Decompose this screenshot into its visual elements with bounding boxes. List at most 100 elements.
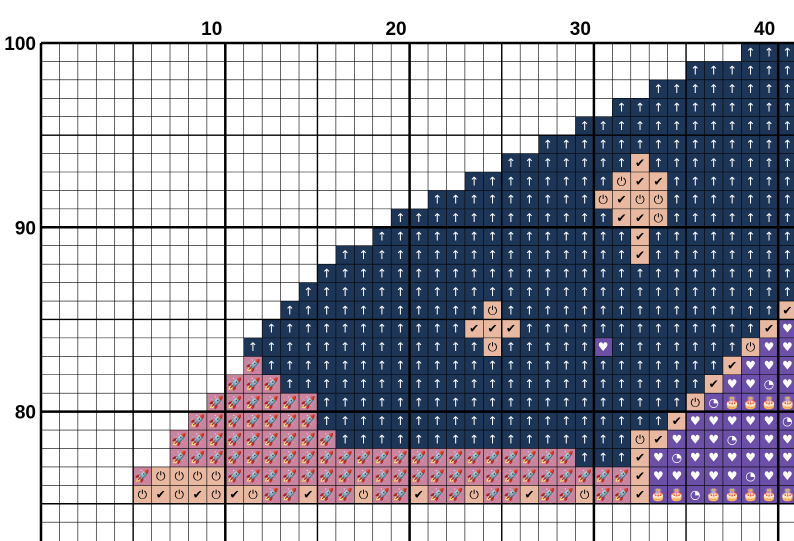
arrow-up-icon: ↑ bbox=[469, 303, 479, 317]
rocket-icon: 🚀 bbox=[264, 432, 279, 446]
stitch-cell: ↑ bbox=[722, 337, 742, 357]
arrow-up-icon: ↑ bbox=[617, 285, 627, 299]
stitch-cell: ↑ bbox=[741, 79, 760, 99]
stitch-cell: ◔ bbox=[722, 430, 742, 449]
check-icon: ✔ bbox=[414, 488, 424, 502]
stitch-cell: ↑ bbox=[446, 190, 465, 209]
stitch-cell: 🚀 bbox=[593, 485, 613, 504]
stitch-cell: ↑ bbox=[520, 393, 539, 412]
stitch-cell: ↑ bbox=[686, 301, 705, 320]
arrow-up-icon: ↑ bbox=[617, 432, 627, 446]
stitch-cell: ↑ bbox=[354, 301, 373, 320]
stitch-cell: ↑ bbox=[538, 337, 558, 357]
heart-icon: ♥ bbox=[764, 432, 775, 446]
rocket-icon: 🚀 bbox=[374, 469, 389, 483]
stitch-cell: ↑ bbox=[299, 319, 318, 338]
stitch-cell: ↑ bbox=[409, 227, 429, 246]
arrow-up-icon: ↑ bbox=[340, 340, 350, 354]
arrow-up-icon: ↑ bbox=[322, 359, 332, 373]
stitch-cell: ↑ bbox=[557, 319, 576, 338]
stitch-cell: ↑ bbox=[759, 245, 779, 265]
arrow-up-icon: ↑ bbox=[285, 377, 295, 391]
stitch-cell: ↑ bbox=[317, 374, 336, 394]
stitch-cell: ↑ bbox=[391, 208, 410, 228]
rocket-icon: 🚀 bbox=[264, 414, 279, 428]
stitch-cell: ↑ bbox=[372, 411, 392, 431]
arrow-up-icon: ↑ bbox=[653, 377, 663, 391]
stitch-cell: ↑ bbox=[704, 337, 723, 357]
stitch-cell: ↑ bbox=[686, 153, 705, 173]
rocket-icon: 🚀 bbox=[319, 451, 334, 465]
pizza-icon: ◔ bbox=[764, 377, 774, 391]
power-icon: ⏻ bbox=[248, 488, 258, 502]
stitch-cell: ♥ bbox=[686, 448, 705, 467]
stitch-cell: ↑ bbox=[741, 98, 760, 117]
rocket-icon: 🚀 bbox=[577, 469, 592, 483]
stitch-cell: ↑ bbox=[372, 356, 392, 375]
stitch-cell: ↑ bbox=[722, 98, 742, 117]
stitch-cell: ↑ bbox=[741, 172, 760, 191]
stitch-cell: ↑ bbox=[704, 245, 723, 265]
rocket-icon: 🚀 bbox=[190, 414, 205, 428]
arrow-up-icon: ↑ bbox=[524, 432, 534, 446]
arrow-up-icon: ↑ bbox=[506, 248, 516, 262]
arrow-up-icon: ↑ bbox=[672, 285, 682, 299]
stitch-cell: ↑ bbox=[391, 411, 410, 431]
stitch-cell: ↑ bbox=[704, 227, 723, 246]
stitch-cell: ↑ bbox=[335, 356, 355, 375]
heart-icon: ♥ bbox=[708, 432, 719, 446]
stitch-cell: 🚀 bbox=[206, 430, 226, 449]
arrow-up-icon: ↑ bbox=[285, 340, 295, 354]
stitch-cell: ↑ bbox=[667, 337, 687, 357]
arrow-up-icon: ↑ bbox=[377, 432, 387, 446]
arrow-up-icon: ↑ bbox=[488, 174, 498, 188]
stitch-cell: 🚀 bbox=[280, 393, 300, 412]
arrow-up-icon: ↑ bbox=[414, 248, 424, 262]
arrow-up-icon: ↑ bbox=[395, 432, 405, 446]
arrow-up-icon: ↑ bbox=[395, 303, 405, 317]
arrow-up-icon: ↑ bbox=[432, 377, 442, 391]
stitch-cell: 🚀 bbox=[262, 411, 281, 431]
stitch-cell: ↑ bbox=[446, 319, 465, 338]
arrow-up-icon: ↑ bbox=[451, 322, 461, 336]
arrow-up-icon: ↑ bbox=[764, 266, 774, 280]
stitch-cell: ↑ bbox=[649, 116, 668, 136]
arrow-up-icon: ↑ bbox=[561, 377, 571, 391]
stitch-cell: ↑ bbox=[501, 430, 521, 449]
stitch-cell: 🚀 bbox=[280, 448, 300, 467]
arrow-up-icon: ↑ bbox=[340, 248, 350, 262]
pizza-icon: ◔ bbox=[745, 469, 755, 483]
stitch-cell: ↑ bbox=[667, 227, 687, 246]
arrow-up-icon: ↑ bbox=[580, 230, 590, 244]
arrow-up-icon: ↑ bbox=[764, 82, 774, 96]
stitch-cell: ✔ bbox=[649, 430, 668, 449]
arrow-up-icon: ↑ bbox=[358, 322, 368, 336]
heart-icon: ♥ bbox=[782, 469, 793, 483]
arrow-up-icon: ↑ bbox=[488, 193, 498, 207]
rocket-icon: 🚀 bbox=[485, 488, 500, 502]
rocket-icon: 🚀 bbox=[282, 488, 297, 502]
stitch-cell: ↑ bbox=[409, 356, 429, 375]
stitch-cell: ↑ bbox=[464, 245, 484, 265]
stitch-cell: ↑ bbox=[538, 282, 558, 302]
stitch-cell: ↑ bbox=[575, 172, 594, 191]
check-icon: ✔ bbox=[635, 156, 645, 170]
stitch-cell: ↑ bbox=[428, 301, 447, 320]
stitch-cell: 🚀 bbox=[243, 393, 263, 412]
grid-lines bbox=[39, 41, 794, 541]
arrow-up-icon: ↑ bbox=[543, 156, 553, 170]
stitch-cell: ↑ bbox=[759, 227, 779, 246]
stitch-cell: ↑ bbox=[575, 245, 594, 265]
arrow-up-icon: ↑ bbox=[414, 303, 424, 317]
arrow-up-icon: ↑ bbox=[672, 248, 682, 262]
rocket-icon: 🚀 bbox=[301, 414, 316, 428]
stitch-cell: ↑ bbox=[630, 301, 650, 320]
stitch-cell: ↑ bbox=[741, 208, 760, 228]
arrow-up-icon: ↑ bbox=[561, 285, 571, 299]
arrow-up-icon: ↑ bbox=[561, 432, 571, 446]
arrow-up-icon: ↑ bbox=[727, 322, 737, 336]
stitch-cell: ↑ bbox=[741, 190, 760, 209]
stitch-cell: ↑ bbox=[649, 356, 668, 375]
stitch-cell: ↑ bbox=[428, 374, 447, 394]
arrow-up-icon: ↑ bbox=[358, 432, 368, 446]
